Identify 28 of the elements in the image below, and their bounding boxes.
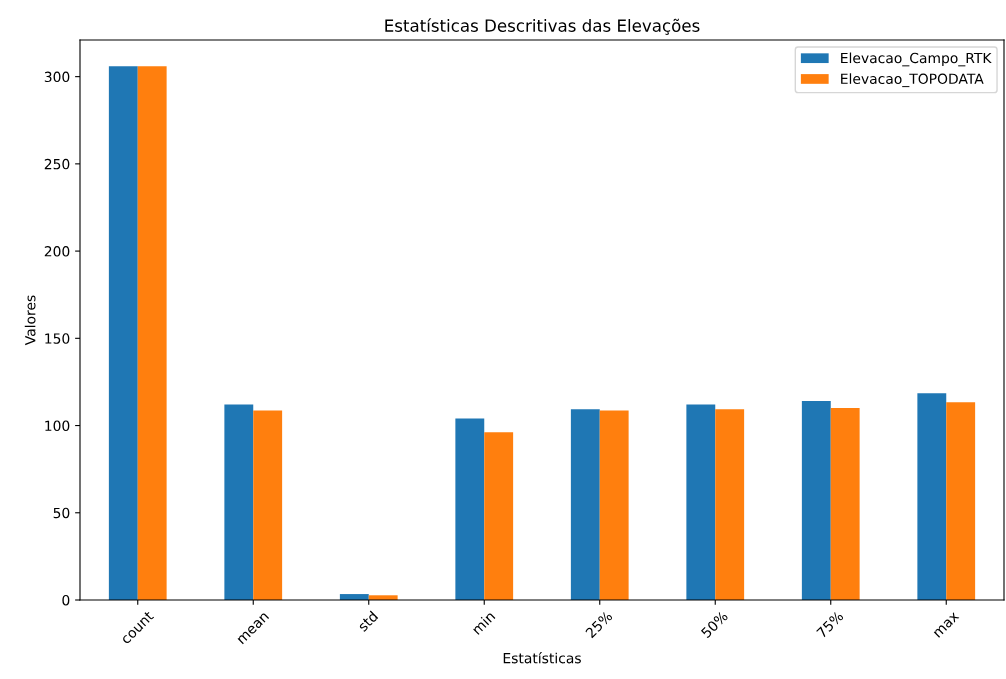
bar: [830, 407, 860, 600]
y-tick-label: 250: [44, 158, 70, 170]
y-tick-label: 150: [45, 333, 70, 344]
y-tick-label: 50: [53, 507, 70, 519]
legend-label: Elevacao_TOPODATA: [841, 73, 984, 88]
bar: [715, 409, 745, 600]
y-tick-label: 300: [44, 71, 70, 83]
y-axis-title: Valores: [24, 295, 36, 346]
bar: [455, 418, 485, 600]
bar: [253, 410, 283, 600]
x-tick-label: std: [356, 610, 379, 632]
bar: [137, 66, 167, 600]
x-axis-title: Estatísticas: [503, 652, 581, 664]
bar: [570, 409, 600, 600]
bar: [946, 402, 976, 600]
bar: [801, 400, 831, 600]
x-tick-label: min: [471, 610, 496, 635]
bar: [484, 432, 514, 600]
y-tick-label: 200: [44, 246, 70, 257]
bar: [917, 393, 947, 600]
y-tick-label: 100: [45, 420, 70, 432]
chart-title: Estatísticas Descritivas das Elevações: [385, 18, 700, 35]
y-tick-label: 0: [62, 594, 70, 606]
legend-label: Elevacao_Campo_RTK: [841, 52, 992, 67]
bar: [686, 404, 716, 600]
bar: [599, 410, 629, 600]
bar: [108, 66, 138, 600]
bar: [224, 404, 254, 600]
